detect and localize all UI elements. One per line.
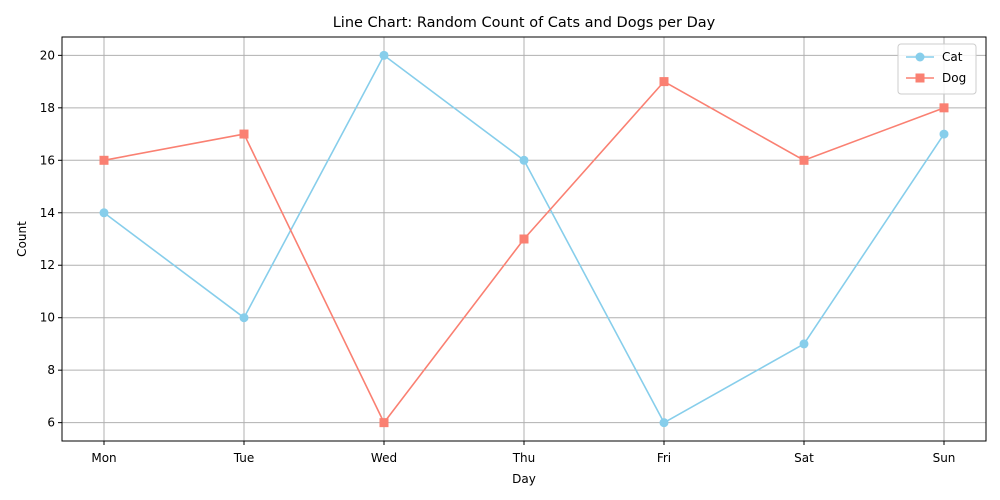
x-axis-ticks: Mon Tue Wed Thu Fri Sat Sun bbox=[91, 441, 955, 465]
legend-label-dog: Dog bbox=[942, 71, 966, 85]
x-tick-label: Mon bbox=[91, 451, 116, 465]
legend-marker-dog bbox=[915, 73, 925, 83]
data-point-dog bbox=[99, 155, 109, 165]
data-point-dog bbox=[519, 234, 529, 244]
x-tick-label: Sun bbox=[933, 451, 956, 465]
series-dog bbox=[99, 77, 949, 428]
data-point-cat bbox=[659, 418, 669, 428]
y-tick-label: 20 bbox=[40, 48, 55, 62]
series-cat bbox=[99, 50, 949, 428]
series-layer bbox=[99, 50, 949, 428]
x-tick-label: Tue bbox=[233, 451, 255, 465]
data-point-cat bbox=[99, 208, 109, 218]
x-tick-label: Thu bbox=[512, 451, 536, 465]
data-point-cat bbox=[939, 129, 949, 139]
chart-title: Line Chart: Random Count of Cats and Dog… bbox=[333, 15, 716, 31]
data-point-dog bbox=[799, 155, 809, 165]
y-tick-label: 6 bbox=[47, 416, 55, 430]
y-tick-label: 12 bbox=[40, 258, 55, 272]
y-tick-label: 18 bbox=[40, 101, 55, 115]
x-axis-title: Day bbox=[512, 472, 536, 486]
data-point-dog bbox=[939, 103, 949, 113]
y-axis-ticks: 6 8 10 12 14 16 18 20 bbox=[40, 48, 62, 430]
x-tick-label: Fri bbox=[657, 451, 671, 465]
y-axis-title: Count bbox=[15, 221, 29, 257]
x-tick-label: Sat bbox=[794, 451, 814, 465]
legend: Cat Dog bbox=[897, 43, 977, 95]
data-point-dog bbox=[239, 129, 249, 139]
data-point-cat bbox=[519, 155, 529, 165]
legend-marker-cat bbox=[915, 52, 925, 62]
y-tick-label: 16 bbox=[40, 153, 55, 167]
legend-label-cat: Cat bbox=[942, 50, 963, 64]
legend-box bbox=[897, 43, 977, 95]
data-point-dog bbox=[379, 418, 389, 428]
y-tick-label: 10 bbox=[40, 311, 55, 325]
y-tick-label: 14 bbox=[40, 206, 55, 220]
x-tick-label: Wed bbox=[371, 451, 397, 465]
y-tick-label: 8 bbox=[47, 363, 55, 377]
data-point-dog bbox=[659, 77, 669, 87]
data-point-cat bbox=[239, 313, 249, 323]
data-point-cat bbox=[379, 50, 389, 60]
data-point-cat bbox=[799, 339, 809, 349]
